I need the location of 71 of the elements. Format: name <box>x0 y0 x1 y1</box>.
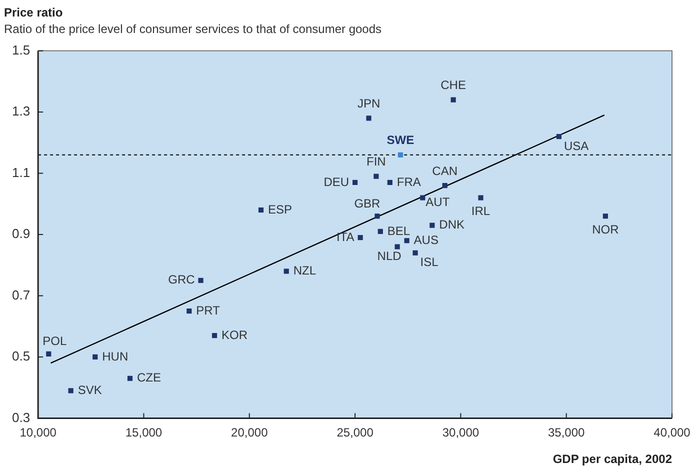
point <box>602 214 608 219</box>
annotation: USA <box>564 138 589 153</box>
annotation: POL <box>42 334 67 348</box>
point <box>284 268 289 274</box>
point <box>478 195 484 200</box>
annotation: AUT <box>426 195 450 210</box>
point <box>387 180 392 185</box>
annotation: KOR <box>222 328 248 342</box>
annotation: IRL <box>471 204 490 218</box>
point <box>412 250 418 256</box>
x-tick-label: 10,000 <box>20 426 57 440</box>
point <box>374 214 380 219</box>
point <box>404 238 410 244</box>
annotation: DNK <box>439 218 465 232</box>
annotation: BEL <box>387 224 410 238</box>
annotation: CHE <box>440 78 466 92</box>
point <box>46 351 52 356</box>
point <box>450 97 456 102</box>
annotation: PRT <box>196 303 221 318</box>
annotation: SVK <box>78 382 102 397</box>
y-tick-label: 0.7 <box>12 287 30 302</box>
annotation: CAN <box>432 164 458 178</box>
annotation: DEU <box>324 174 350 189</box>
x-tick-label: 40,000 <box>654 426 691 440</box>
annotation: NZL <box>293 264 316 278</box>
annotation: SWE <box>386 133 414 148</box>
point <box>556 134 562 140</box>
y-tick-label: 1.3 <box>12 104 30 119</box>
point <box>127 376 133 381</box>
annotation: JPN <box>357 96 380 110</box>
point <box>366 116 372 121</box>
annotation: AUS <box>414 232 438 247</box>
point <box>442 182 448 188</box>
x-tick-label: 15,000 <box>125 426 162 440</box>
annotation: GRC <box>168 272 196 287</box>
point <box>258 207 264 213</box>
annotation: HUN <box>102 349 128 364</box>
point <box>352 180 358 185</box>
y-tick-label: 0.3 <box>12 410 30 425</box>
y-tick-label: 0.5 <box>12 348 30 364</box>
annotation: ITA <box>336 230 354 244</box>
point <box>420 195 426 200</box>
x-tick-label: 20,000 <box>231 426 268 440</box>
point <box>378 228 383 234</box>
point <box>394 244 400 250</box>
x-tick-label: 30,000 <box>442 426 480 440</box>
annotation: ISL <box>420 255 439 270</box>
point <box>430 222 435 228</box>
x-tick-label: 25,000 <box>336 426 374 440</box>
x-tick-label: 35,000 <box>548 426 586 440</box>
x-axis-title: GDP per capita, 2002 <box>552 452 672 466</box>
annotation: GBR <box>354 196 381 210</box>
point <box>92 354 98 360</box>
annotation: ESP <box>268 202 292 216</box>
point <box>398 152 404 158</box>
point <box>212 332 218 338</box>
annotation: CZE <box>136 370 161 385</box>
point <box>358 235 363 240</box>
point <box>374 174 379 179</box>
annotation: FRA <box>396 174 421 189</box>
annotation: NLD <box>377 249 402 264</box>
chart-title: Price ratio <box>4 6 63 20</box>
y-tick-label: 1.1 <box>12 164 30 180</box>
point <box>186 308 192 314</box>
chart-subtitle: Ratio of the price level of consumer services to that of consumer goods <box>4 22 382 36</box>
annotation: NOR <box>592 222 620 236</box>
y-tick-label: 1.5 <box>12 42 30 58</box>
annotation: FIN <box>366 154 386 169</box>
y-tick-label: 0.9 <box>12 226 30 242</box>
point <box>198 278 204 283</box>
point <box>68 388 74 394</box>
